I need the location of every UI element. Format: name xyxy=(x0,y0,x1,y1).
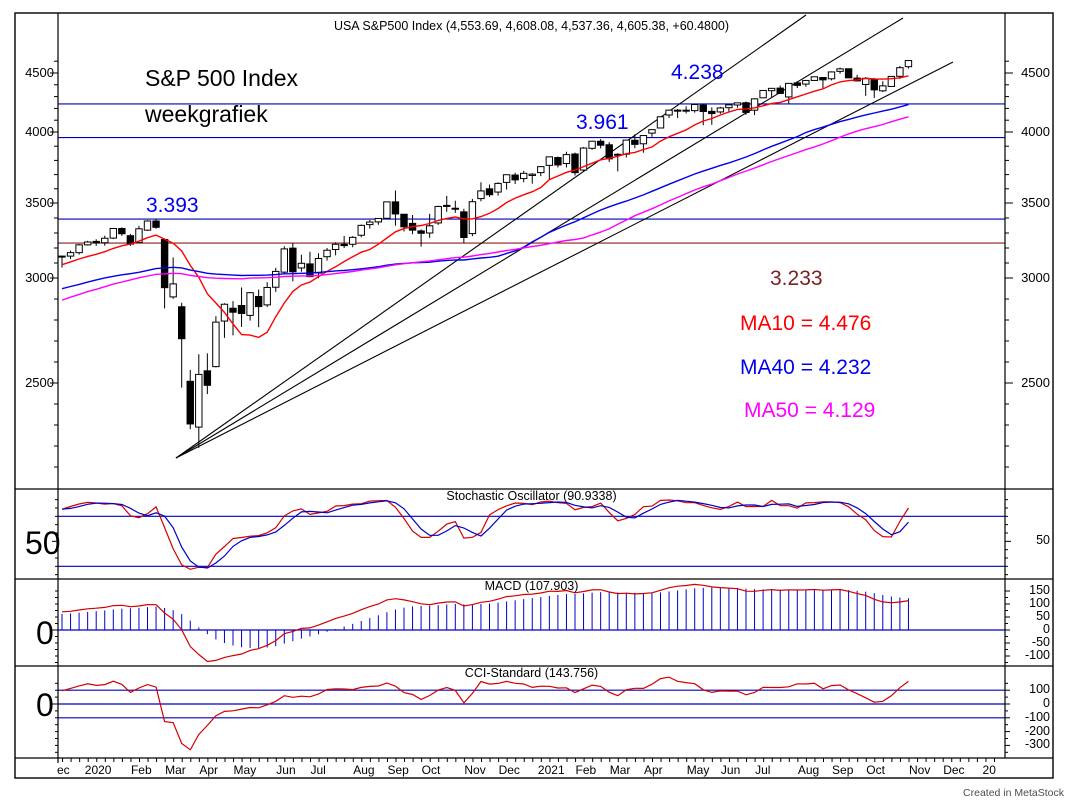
x-axis-month-label: Aug xyxy=(353,763,375,777)
ma10-legend: MA10 = 4.476 xyxy=(740,312,872,335)
stochastic-panel-title: Stochastic Oscillator (90.9338) xyxy=(446,489,617,503)
x-axis-month-label: Dec xyxy=(498,763,520,777)
level-3233: 3.233 xyxy=(770,267,823,290)
macd-right-label: 150 xyxy=(1029,583,1050,597)
macd-panel-title: MACD (107.903) xyxy=(484,579,579,593)
chart-name-line2: weekgrafiek xyxy=(145,101,268,127)
metastock-watermark: Created in MetaStock xyxy=(963,787,1064,799)
window-title: USA S&P500 Index (4,553.69, 4,608.08, 4,… xyxy=(333,19,730,33)
x-axis-month-label: Mar xyxy=(165,763,186,777)
x-axis-month-label: Jul xyxy=(310,763,326,777)
x-axis-month-label: Jun xyxy=(720,763,741,777)
ma50-legend: MA50 = 4.129 xyxy=(744,399,876,422)
x-axis-month-label: Sep xyxy=(387,763,409,777)
ma40-legend: MA40 = 4.232 xyxy=(740,356,872,379)
cci-right-label: -200 xyxy=(1024,723,1050,738)
x-axis-month-label: Oct xyxy=(866,763,885,777)
x-axis-month-label: ec xyxy=(56,763,70,777)
y-axis-label-right: 2500 xyxy=(1021,375,1050,390)
macd-right-label: -50 xyxy=(1031,635,1050,649)
stochastic-axis-label-50: 50 xyxy=(25,525,61,561)
level-3393: 3.393 xyxy=(146,194,199,217)
x-axis-month-label: Nov xyxy=(909,763,931,777)
y-axis-label-left: 4500 xyxy=(25,65,54,80)
y-axis-label-right: 3500 xyxy=(1021,195,1050,210)
macd-right-label: -100 xyxy=(1024,648,1050,662)
x-axis-month-label: Feb xyxy=(130,763,152,777)
x-axis-month-label: Feb xyxy=(575,763,597,777)
chart-name-line1: S&P 500 Index xyxy=(145,65,299,91)
level-4238: 4.238 xyxy=(671,61,724,84)
x-axis-month-label: Mar xyxy=(609,763,631,777)
level-3961: 3.961 xyxy=(576,111,629,134)
y-axis-label-left: 2500 xyxy=(25,375,54,390)
x-axis-month-label: 2020 xyxy=(84,763,112,777)
y-axis-label-right: 3000 xyxy=(1021,270,1050,285)
cci-right-label: -100 xyxy=(1024,709,1050,724)
y-axis-label-right: 4500 xyxy=(1021,65,1050,80)
x-axis-month-label: Oct xyxy=(421,763,441,777)
x-axis-month-label: Nov xyxy=(464,763,486,777)
x-axis-month-label: Jun xyxy=(276,763,296,777)
cci-right-label: 100 xyxy=(1029,682,1050,697)
y-axis-label-left: 3000 xyxy=(25,270,54,285)
x-axis-month-label: Aug xyxy=(797,763,820,777)
x-axis-month-label: 2021 xyxy=(537,763,565,777)
stochastic-right-label: 50 xyxy=(1036,533,1050,548)
x-axis-month-label: May xyxy=(233,763,257,777)
cci-right-label: -300 xyxy=(1024,737,1050,752)
x-axis-month-label: 20 xyxy=(982,763,996,777)
cci-axis-label-0: 0 xyxy=(36,687,54,723)
cci-panel-title: CCI-Standard (143.756) xyxy=(464,666,599,680)
macd-right-label: 100 xyxy=(1029,596,1050,610)
y-axis-label-right: 4000 xyxy=(1021,124,1050,139)
macd-axis-label-0: 0 xyxy=(36,615,54,651)
x-axis-month-label: Apr xyxy=(199,763,219,777)
macd-right-label: 0 xyxy=(1043,622,1050,636)
x-axis-month-label: Dec xyxy=(943,763,965,777)
x-axis-month-label: May xyxy=(686,763,710,777)
x-axis-month-label: Jul xyxy=(755,763,771,777)
x-axis-month-label: Sep xyxy=(832,763,854,777)
y-axis-label-left: 3500 xyxy=(25,195,54,210)
cci-right-label: 0 xyxy=(1043,696,1050,710)
macd-right-label: 50 xyxy=(1036,609,1050,623)
x-axis-month-label: Apr xyxy=(643,763,663,777)
y-axis-label-left: 4000 xyxy=(25,124,54,139)
